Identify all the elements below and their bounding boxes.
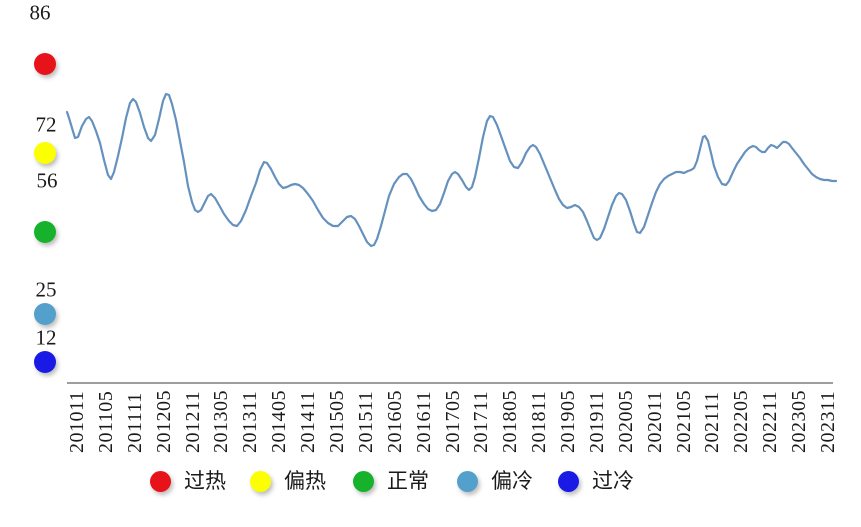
legend-item-blue: 过冷 — [558, 470, 634, 492]
steel-blue-zone-dot — [34, 303, 56, 325]
x-tick-label: 201211 — [181, 390, 204, 453]
x-tick-label: 202305 — [788, 390, 811, 453]
yellow-zone-dot — [34, 142, 56, 164]
yellow-legend-dot — [250, 470, 271, 492]
y-axis-label-12: 12 — [35, 325, 57, 350]
blue-zone-dot — [34, 351, 56, 373]
x-tick-label: 201111 — [123, 392, 146, 453]
x-tick-label: 201305 — [210, 390, 233, 453]
x-tick-label: 202105 — [672, 390, 695, 453]
x-tick-label: 201505 — [325, 390, 348, 453]
legend-item-red: 过热 — [150, 470, 226, 492]
x-tick-label: 202005 — [614, 390, 637, 453]
x-tick-label: 202111 — [701, 391, 724, 453]
x-tick-label: 201805 — [499, 390, 522, 453]
x-tick-label: 201311 — [239, 390, 262, 453]
y-axis-label-56: 56 — [36, 168, 58, 193]
x-tick-label: 201611 — [412, 390, 435, 453]
x-tick-label: 201605 — [383, 390, 406, 453]
x-tick-label: 201105 — [94, 390, 117, 453]
x-tick-label: 201205 — [152, 390, 175, 453]
green-legend-dot — [353, 470, 374, 492]
legend-item-yellow: 偏热 — [250, 470, 326, 492]
index-line-series — [65, 92, 838, 248]
x-tick-label: 201011 — [66, 390, 88, 453]
x-tick-label: 201511 — [354, 390, 377, 453]
x-tick-label: 201411 — [297, 390, 320, 453]
x-tick-label: 201405 — [268, 390, 291, 453]
red-zone-dot — [34, 53, 56, 75]
x-tick-label: 202011 — [643, 390, 666, 453]
blue-legend-dot — [558, 470, 579, 492]
x-tick-label: 202205 — [730, 390, 753, 453]
y-axis-label-72: 72 — [35, 112, 57, 137]
legend-label: 正常 — [387, 468, 429, 493]
legend-label: 过热 — [184, 468, 226, 493]
red-legend-dot — [150, 470, 171, 492]
legend-label: 过冷 — [592, 468, 634, 493]
x-tick-label: 201811 — [528, 390, 551, 453]
y-axis-label-86: 86 — [29, 0, 51, 25]
steel-blue-legend-dot — [457, 470, 478, 492]
x-tick-label: 202211 — [759, 390, 782, 453]
x-tick-label: 202311 — [817, 390, 839, 453]
green-zone-dot — [34, 221, 56, 243]
legend-item-steel-blue: 偏冷 — [457, 470, 533, 492]
legend-label: 偏热 — [284, 468, 326, 493]
legend-label: 偏冷 — [491, 468, 533, 493]
x-tick-label: 201705 — [441, 390, 464, 453]
y-axis-label-25: 25 — [35, 277, 57, 302]
x-tick-label: 201711 — [470, 390, 493, 453]
legend-item-green: 正常 — [353, 470, 429, 492]
x-tick-label: 201911 — [585, 390, 608, 453]
x-tick-label: 201905 — [557, 390, 580, 453]
